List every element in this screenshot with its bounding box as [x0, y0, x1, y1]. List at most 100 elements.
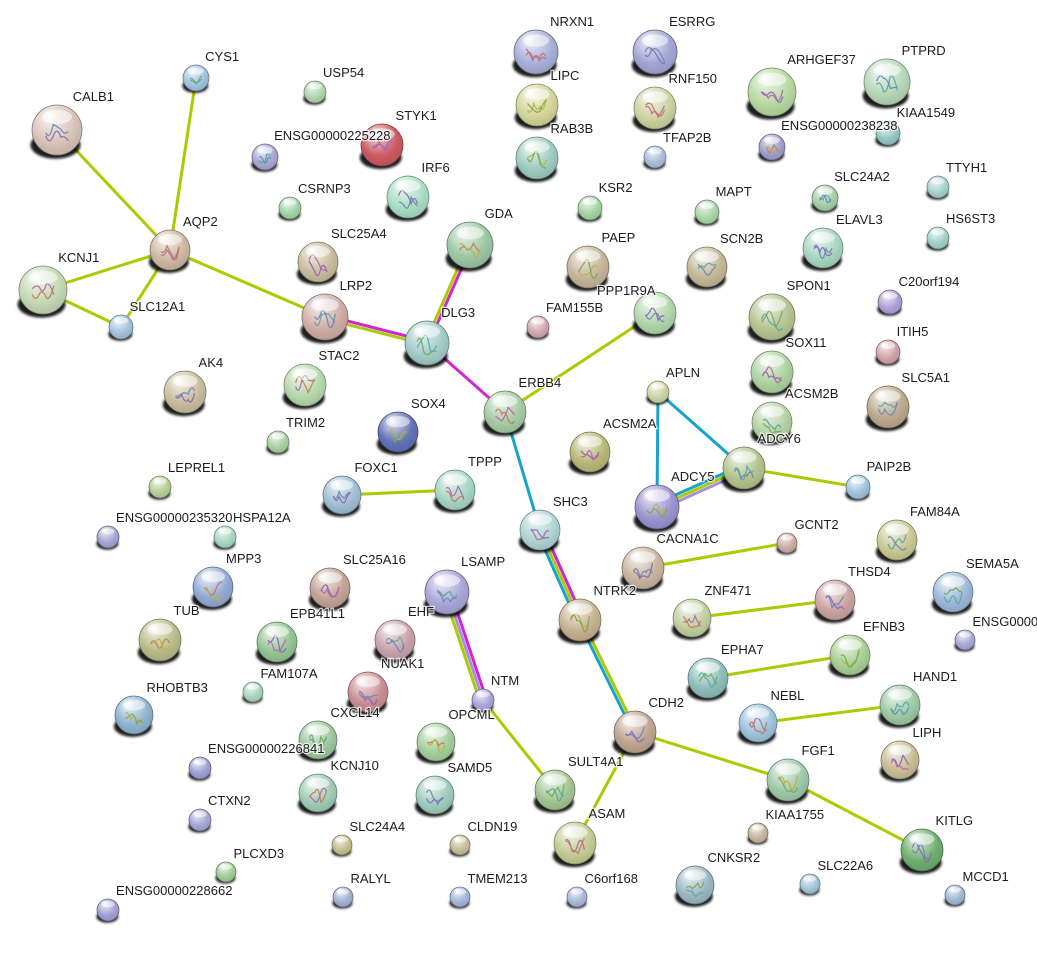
node-FOXC1[interactable]	[321, 475, 362, 517]
node-TUB[interactable]	[137, 618, 182, 665]
node-CDH2[interactable]	[612, 710, 657, 757]
node-PTPRD[interactable]	[862, 58, 911, 109]
node-STYK1[interactable]	[359, 123, 404, 170]
node-TFAP2B[interactable]	[643, 145, 667, 170]
node-ENSG00000226841[interactable]	[188, 756, 212, 781]
node-SLC5A1[interactable]	[865, 385, 910, 432]
node-NTM[interactable]	[471, 688, 495, 713]
node-FAM84A[interactable]	[875, 519, 918, 563]
node-ITIH5[interactable]	[875, 339, 901, 366]
node-LRP2[interactable]	[300, 293, 349, 344]
node-SOX11[interactable]	[749, 350, 794, 397]
node-SLC22A6[interactable]	[799, 873, 821, 896]
node-STAC2[interactable]	[282, 363, 327, 410]
node-APLN[interactable]	[646, 380, 670, 405]
node-KSR2[interactable]	[577, 195, 603, 222]
node-TRIM2[interactable]	[266, 430, 290, 455]
node-CSRNP3[interactable]	[278, 196, 302, 221]
node-AQP2[interactable]	[148, 229, 191, 273]
node-LEPREL1[interactable]	[148, 475, 172, 500]
node-GCNT2[interactable]	[776, 532, 798, 555]
node-RAB3B[interactable]	[514, 136, 559, 183]
node-TTYH1[interactable]	[926, 175, 950, 200]
node-MPP3[interactable]	[191, 566, 234, 610]
node-ACSM2B[interactable]	[750, 401, 793, 445]
edge-AQP2-LRP2-green[interactable]	[169, 248, 326, 319]
edge-CYS1-AQP2-green[interactable]	[168, 77, 198, 251]
node-NEBL[interactable]	[737, 703, 778, 745]
node-SLC12A1[interactable]	[108, 314, 134, 341]
node-RALYL[interactable]	[332, 886, 354, 909]
node-EHF[interactable]	[373, 619, 416, 663]
node-SULT4A1[interactable]	[533, 769, 576, 813]
node-SPON1[interactable]	[747, 293, 796, 344]
node-SLC24A2[interactable]	[811, 184, 839, 213]
edge-FGF1-KITLG-green[interactable]	[787, 778, 923, 852]
node-RNF150[interactable]	[632, 86, 677, 133]
node-HAND1[interactable]	[878, 684, 921, 728]
node-SEMA5A[interactable]	[931, 571, 974, 615]
node-DLG3[interactable]	[403, 320, 450, 369]
node-OPCML[interactable]	[415, 722, 456, 764]
node-RHOBTB3[interactable]	[113, 695, 154, 737]
node-ADCY5[interactable]	[633, 484, 680, 533]
node-KIAA1755[interactable]	[747, 822, 769, 845]
node-ACSM2A[interactable]	[568, 431, 611, 475]
node-CTXN2[interactable]	[188, 808, 212, 833]
node-USP54[interactable]	[303, 80, 327, 105]
node-SOX4[interactable]	[376, 411, 419, 455]
node-ENSG00000228662[interactable]	[96, 898, 120, 923]
node-GDA[interactable]	[445, 221, 494, 272]
node-CLDN19[interactable]	[449, 834, 471, 857]
node-HSPA12A[interactable]	[213, 525, 237, 550]
node-ERBB4[interactable]	[482, 390, 527, 437]
node-LSAMP[interactable]	[423, 569, 470, 618]
node-FGF1[interactable]	[765, 758, 810, 805]
node-CALB1[interactable]	[30, 104, 83, 159]
node-MAPT[interactable]	[694, 199, 720, 226]
node-PLCXD3[interactable]	[215, 861, 237, 884]
node-IRF6[interactable]	[385, 175, 430, 222]
node-TPPP[interactable]	[433, 469, 476, 513]
node-ESRRG[interactable]	[631, 29, 678, 78]
node-SCN2B[interactable]	[685, 246, 728, 290]
node-ARHGEF37[interactable]	[746, 67, 797, 120]
node-TMEM213[interactable]	[449, 886, 471, 909]
node-ENSG00000238238[interactable]	[758, 133, 786, 162]
node-PPP1R9A[interactable]	[632, 291, 677, 338]
node-AK4[interactable]	[162, 370, 207, 417]
node-KITLG[interactable]	[899, 828, 944, 875]
node-NRXN1[interactable]	[512, 29, 559, 78]
node-LIPC[interactable]	[514, 83, 559, 130]
node-KIAA1549[interactable]	[875, 120, 901, 147]
node-PAIP2B[interactable]	[845, 474, 871, 501]
node-ASAM[interactable]	[552, 821, 597, 868]
node-NTRK2[interactable]	[557, 598, 602, 645]
node-MCCD1[interactable]	[944, 884, 966, 907]
node-LIPH[interactable]	[879, 740, 920, 782]
node-SLC24A4[interactable]	[331, 834, 353, 857]
node-NUAK1[interactable]	[346, 671, 389, 715]
node-SLC25A4[interactable]	[296, 241, 339, 285]
edge-ERBB4-PPP1R9A-green[interactable]	[504, 311, 656, 414]
node-C6orf168[interactable]	[566, 886, 588, 909]
node-EFNB3[interactable]	[828, 634, 871, 678]
node-ENSG00000[interactable]	[954, 629, 976, 652]
edge-CACNA1C-GCNT2-green[interactable]	[642, 541, 788, 570]
node-ZNF471[interactable]	[671, 598, 712, 640]
edge-CDH2-FGF1-green[interactable]	[634, 730, 789, 782]
node-KCNJ10[interactable]	[297, 773, 338, 815]
node-FAM155B[interactable]	[526, 315, 550, 340]
node-FAM107A[interactable]	[242, 681, 264, 704]
node-SHC3[interactable]	[518, 509, 561, 553]
node-CACNA1C[interactable]	[620, 546, 665, 593]
node-CNKSR2[interactable]	[674, 865, 715, 907]
node-EPHA7[interactable]	[686, 657, 729, 701]
node-ENSG00000225228[interactable]	[251, 143, 279, 172]
node-SLC25A16[interactable]	[308, 567, 351, 611]
node-KCNJ1[interactable]	[17, 265, 68, 318]
edge-ZNF471-THSD4-green[interactable]	[691, 598, 836, 620]
node-ADCY6[interactable]	[721, 446, 766, 493]
node-EPB41L1[interactable]	[255, 621, 298, 665]
edge-EPHA7-EFNB3-green[interactable]	[707, 653, 851, 680]
